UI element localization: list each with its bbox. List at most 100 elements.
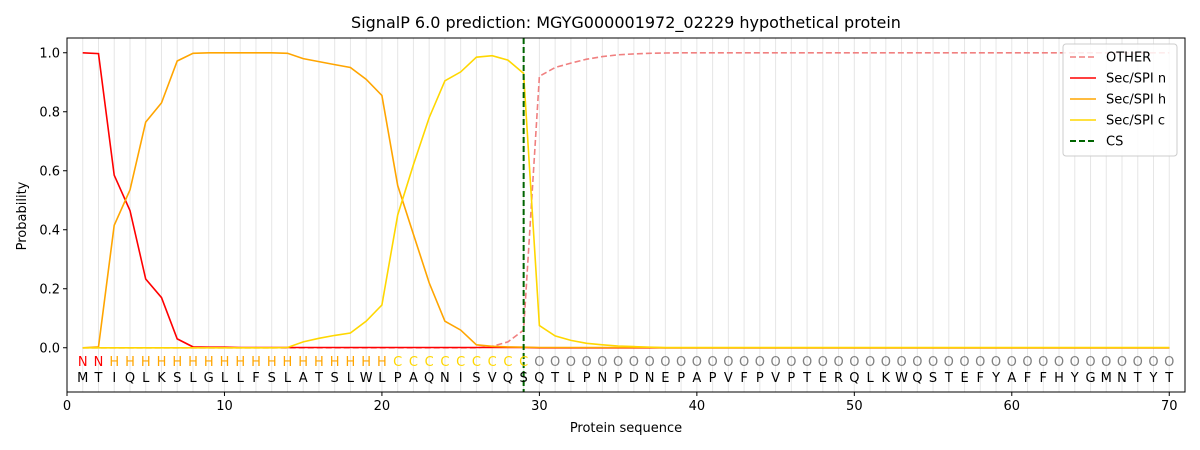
residue-state-label: O: [944, 355, 954, 370]
residue-state-label: C: [488, 355, 497, 370]
residue-state-label: O: [991, 355, 1001, 370]
amino-acid-label: K: [157, 371, 166, 386]
series-line-sec-spi-c: [82, 54, 1170, 349]
residue-state-label: O: [833, 355, 843, 370]
residue-state-label: C: [519, 355, 528, 370]
residue-state-label: O: [629, 355, 639, 370]
amino-acid-label: W: [895, 371, 908, 386]
amino-acid-label: T: [1133, 371, 1142, 386]
residue-state-label: O: [534, 355, 544, 370]
residue-state-label: H: [141, 355, 151, 370]
amino-acid-label: T: [802, 371, 811, 386]
amino-acid-label: L: [347, 371, 355, 386]
amino-acid-label: S: [173, 371, 181, 386]
amino-acid-label: L: [237, 371, 245, 386]
residue-state-label: O: [597, 355, 607, 370]
amino-acid-label: T: [94, 371, 103, 386]
legend-entry: Sec/SPI n: [1106, 72, 1166, 87]
y-tick-label: 0.8: [39, 105, 60, 120]
amino-acid-label: Q: [125, 371, 135, 386]
residue-state-label: H: [157, 355, 167, 370]
legend-entry: Sec/SPI c: [1106, 114, 1165, 129]
residue-state-label: N: [78, 355, 88, 370]
amino-acid-label: Q: [503, 371, 513, 386]
residue-state-label: O: [959, 355, 969, 370]
residue-state-label: O: [1007, 355, 1017, 370]
amino-acid-label: Q: [849, 371, 859, 386]
amino-acid-label: Q: [912, 371, 922, 386]
amino-acid-label: Y: [1070, 371, 1079, 386]
residue-state-label: C: [425, 355, 434, 370]
amino-acid-label: A: [299, 371, 308, 386]
residue-state-label: O: [975, 355, 985, 370]
legend: OTHER Sec/SPI n Sec/SPI h Sec/SPI c CS: [1062, 43, 1178, 157]
amino-acid-label: F: [252, 371, 259, 386]
residue-state-label: C: [393, 355, 402, 370]
y-tick-label: 1.0: [39, 46, 60, 61]
amino-acid-label: S: [520, 371, 528, 386]
residue-state-label: O: [692, 355, 702, 370]
series-line-sec-spi-h: [82, 51, 1170, 349]
amino-acid-label: L: [567, 371, 575, 386]
amino-acid-label: H: [1054, 371, 1064, 386]
axes-frame: [66, 37, 1186, 393]
amino-acid-label: P: [614, 371, 622, 386]
residue-state-label: O: [912, 355, 922, 370]
residue-state-label: O: [1022, 355, 1032, 370]
residue-state-label: O: [1038, 355, 1048, 370]
residue-state-label: O: [1070, 355, 1080, 370]
x-tick-label: 0: [63, 399, 71, 414]
amino-acid-label: P: [756, 371, 764, 386]
amino-acid-label: P: [709, 371, 717, 386]
residue-state-label: O: [849, 355, 859, 370]
residue-state-label: H: [109, 355, 119, 370]
amino-acid-label: T: [1164, 371, 1173, 386]
amino-acid-label: Q: [424, 371, 434, 386]
amino-acid-label: M: [1101, 371, 1112, 386]
x-tick-label: 30: [531, 399, 548, 414]
amino-acid-label: M: [77, 371, 88, 386]
amino-acid-label: V: [488, 371, 497, 386]
x-axis-label: Protein sequence: [570, 421, 682, 436]
y-tick-label: 0.2: [39, 282, 60, 297]
amino-acid-label: L: [189, 371, 197, 386]
residue-state-label: C: [472, 355, 481, 370]
legend-entry: CS: [1106, 135, 1123, 150]
plot-area: NMNTHIHQHLHKHSHLHGHLHLHFHSHLHAHTHSHLHWHL…: [39, 37, 1186, 414]
amino-acid-label: E: [960, 371, 968, 386]
residue-state-label: O: [723, 355, 733, 370]
amino-acid-label: S: [331, 371, 339, 386]
residue-state-label: O: [739, 355, 749, 370]
amino-acid-label: Q: [534, 371, 544, 386]
amino-acid-label: T: [944, 371, 953, 386]
residue-state-label: O: [1085, 355, 1095, 370]
residue-state-label: H: [220, 355, 230, 370]
y-tick-label: 0.6: [39, 164, 60, 179]
amino-acid-label: I: [459, 371, 463, 386]
residue-state-label: O: [707, 355, 717, 370]
amino-acid-label: L: [221, 371, 229, 386]
amino-acid-label: V: [724, 371, 733, 386]
residue-state-label: H: [172, 355, 182, 370]
amino-acid-label: N: [598, 371, 608, 386]
amino-acid-label: F: [740, 371, 747, 386]
amino-acid-label: V: [771, 371, 780, 386]
residue-state-label: O: [755, 355, 765, 370]
residue-state-label: O: [818, 355, 828, 370]
residue-state-label: H: [188, 355, 198, 370]
amino-acid-label: I: [112, 371, 116, 386]
amino-acid-label: P: [394, 371, 402, 386]
residue-state-label: O: [613, 355, 623, 370]
amino-acid-label: S: [472, 371, 480, 386]
residue-state-label: H: [361, 355, 371, 370]
amino-acid-label: P: [677, 371, 685, 386]
x-tick-label: 50: [846, 399, 863, 414]
residue-state-label: O: [676, 355, 686, 370]
amino-acid-label: P: [583, 371, 591, 386]
residue-state-label: O: [1054, 355, 1064, 370]
amino-acid-label: L: [284, 371, 292, 386]
amino-acid-label: T: [550, 371, 559, 386]
series-line-sec-spi-n: [82, 52, 1170, 349]
residue-state-label: C: [409, 355, 418, 370]
residue-state-label: H: [235, 355, 245, 370]
